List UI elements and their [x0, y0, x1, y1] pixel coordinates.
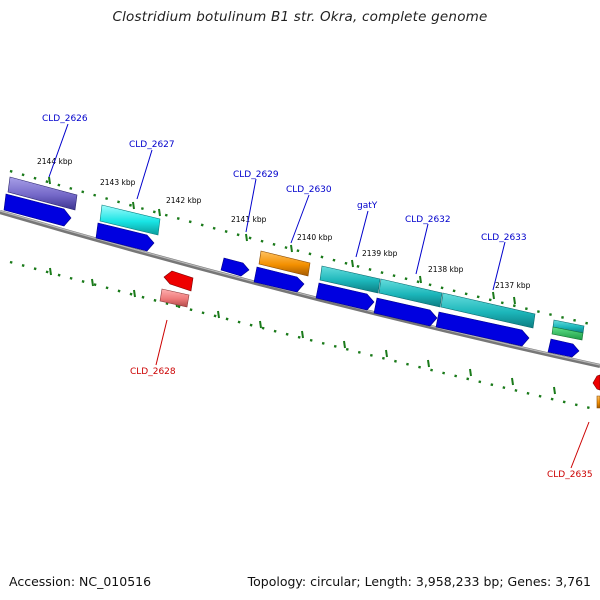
major-ticks-outer	[48, 176, 516, 305]
feature-bar-cld-2635[interactable]	[596, 395, 600, 409]
kbp-label: 2138 kbp	[428, 265, 464, 274]
gene-labels: CLD_2626 CLD_2627 CLD_2629 CLD_2630 gatY…	[42, 114, 593, 480]
kbp-label: 2142 kbp	[166, 196, 202, 205]
reverse-features	[159, 270, 600, 409]
gene-label-cld-2630[interactable]: CLD_2630	[286, 185, 332, 195]
cds-arrow-right-edge[interactable]	[547, 338, 580, 358]
feature-bar-cld-2629[interactable]	[258, 250, 311, 277]
cds-arrow-gaty[interactable]	[315, 282, 375, 311]
gene-label-gaty[interactable]: gatY	[357, 201, 378, 211]
cds-arrow-cld-2633[interactable]	[435, 311, 530, 347]
feature-bars	[7, 176, 585, 341]
kbp-label: 2139 kbp	[362, 249, 398, 258]
feature-bar-cld-2632[interactable]	[378, 278, 443, 308]
cds-arrow-cld-2632[interactable]	[373, 297, 438, 327]
topology-text: Topology: circular; Length: 3,958,233 bp…	[247, 574, 591, 589]
forward-cds-arrows	[3, 193, 580, 358]
feature-bar-cld-2633[interactable]	[440, 292, 536, 329]
genome-backbone	[0, 209, 600, 369]
cds-arrow-cld-2629-small[interactable]	[220, 257, 250, 277]
gene-label-cld-2635[interactable]: CLD_2635	[547, 470, 593, 480]
kbp-label: 2143 kbp	[100, 178, 136, 187]
cds-arrow-cld-2630[interactable]	[253, 266, 305, 293]
reverse-tick-track	[9, 260, 591, 410]
genome-backbone-highlight	[0, 210, 600, 366]
feature-bar-gaty[interactable]	[319, 265, 381, 294]
accession-text: Accession: NC_010516	[9, 574, 152, 589]
gene-label-cld-2632[interactable]: CLD_2632	[405, 215, 451, 225]
major-ticks-inner	[49, 267, 556, 395]
cds-arrow-cld-2628[interactable]	[163, 270, 194, 292]
cds-arrow-cld-2627[interactable]	[95, 222, 155, 252]
feature-bar-cld-2627[interactable]	[99, 204, 161, 236]
gene-label-cld-2633[interactable]: CLD_2633	[481, 233, 527, 243]
gene-label-cld-2629[interactable]: CLD_2629	[233, 170, 279, 180]
gene-label-cld-2628[interactable]: CLD_2628	[130, 367, 176, 377]
feature-bar-cld-2628[interactable]	[159, 288, 190, 308]
gene-label-cld-2627[interactable]: CLD_2627	[129, 140, 175, 150]
cds-arrow-cld-2635[interactable]	[592, 374, 600, 391]
kbp-label: 2140 kbp	[297, 233, 333, 242]
feature-bar-cld-2626[interactable]	[7, 176, 78, 211]
map-title: Clostridium botulinum B1 str. Okra, comp…	[112, 9, 488, 25]
gene-label-cld-2626[interactable]: CLD_2626	[42, 114, 88, 124]
leader-lines-below	[155, 319, 590, 469]
feature-bar-small-green[interactable]	[551, 326, 584, 341]
leader-lines-above	[48, 123, 506, 291]
cds-arrow-cld-2626[interactable]	[3, 193, 72, 227]
kbp-label: 2137 kbp	[495, 281, 531, 290]
